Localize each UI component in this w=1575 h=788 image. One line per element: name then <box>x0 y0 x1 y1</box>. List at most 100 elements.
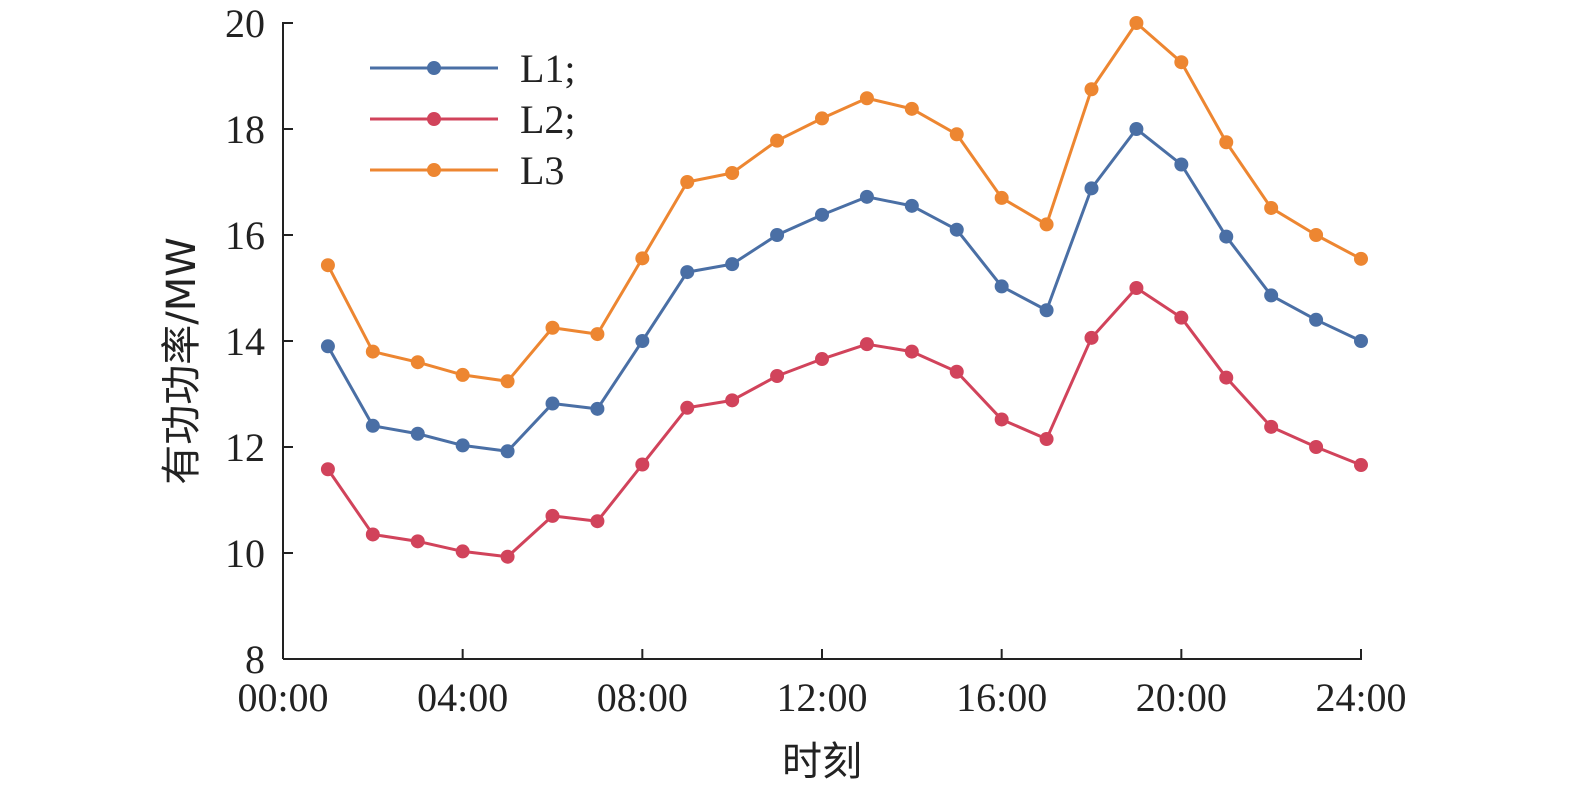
data-point <box>949 222 964 237</box>
series-line <box>326 21 1362 383</box>
legend-label: L1; <box>520 46 576 91</box>
x-axis-title: 时刻 <box>782 739 862 785</box>
series-line <box>326 127 1362 453</box>
data-point <box>320 462 335 477</box>
data-point <box>770 133 785 148</box>
data-point <box>904 344 919 359</box>
data-point <box>1084 330 1099 345</box>
data-point <box>365 418 380 433</box>
data-point <box>815 207 829 222</box>
data-point <box>725 393 740 408</box>
data-point <box>500 374 515 389</box>
data-point <box>1174 310 1189 325</box>
x-tick-label: 16:00 <box>956 675 1047 720</box>
data-point <box>500 444 515 459</box>
data-point <box>1309 312 1324 327</box>
legend-marker <box>427 112 441 126</box>
data-point <box>1129 16 1144 30</box>
data-point <box>904 101 919 116</box>
x-tick-label: 00:00 <box>237 675 328 720</box>
data-point <box>590 514 605 529</box>
y-tick-label: 20 <box>225 1 265 46</box>
data-point <box>904 198 919 213</box>
data-point <box>365 527 380 542</box>
data-point <box>410 426 425 441</box>
data-point <box>859 337 874 352</box>
data-point <box>994 190 1009 205</box>
data-point <box>1354 458 1368 473</box>
data-point <box>680 400 695 415</box>
legend-item: L2; <box>370 97 576 142</box>
data-point <box>770 368 785 383</box>
data-point <box>1219 229 1234 244</box>
data-point <box>635 251 650 266</box>
series-1 <box>320 122 1368 459</box>
data-point <box>635 334 650 348</box>
data-point <box>545 508 560 523</box>
data-point <box>365 344 380 359</box>
data-point <box>1129 281 1144 295</box>
legend-label: L2; <box>520 97 576 142</box>
y-tick-label: 16 <box>225 213 265 258</box>
series-3 <box>320 16 1368 389</box>
data-point <box>320 339 335 354</box>
data-point <box>1264 288 1279 303</box>
data-point <box>859 91 874 106</box>
data-point <box>770 228 785 242</box>
data-point <box>1039 217 1054 232</box>
data-point <box>680 175 695 189</box>
data-point <box>1039 432 1054 447</box>
data-point <box>1174 55 1189 70</box>
y-axis-title: 有功功率/MW <box>159 237 205 485</box>
x-tick-label: 20:00 <box>1136 675 1227 720</box>
data-point <box>545 320 560 335</box>
data-point <box>1219 370 1234 385</box>
data-point <box>1084 82 1099 97</box>
legend-item: L1; <box>370 46 576 91</box>
legend-marker <box>427 61 441 75</box>
legend: L1; L2; L3 <box>370 46 576 193</box>
x-tick-label: 12:00 <box>776 675 867 720</box>
data-point <box>1219 135 1234 150</box>
data-point <box>1264 419 1279 434</box>
data-point <box>1084 181 1099 196</box>
data-point <box>859 189 874 204</box>
y-tick-label: 8 <box>245 637 265 682</box>
data-point <box>455 544 470 559</box>
y-tick-label: 14 <box>225 319 265 364</box>
data-point <box>725 257 740 272</box>
data-point <box>1264 200 1279 215</box>
data-point <box>815 352 829 367</box>
data-point <box>725 165 740 180</box>
data-point <box>635 457 650 472</box>
y-tick-label: 12 <box>225 425 265 470</box>
data-point <box>994 279 1009 294</box>
x-tick-label: 08:00 <box>597 675 688 720</box>
data-point <box>1354 251 1368 266</box>
data-point <box>1354 334 1368 348</box>
legend-marker <box>427 163 441 177</box>
data-point <box>1309 228 1324 242</box>
x-tick-label: 04:00 <box>417 675 508 720</box>
data-point <box>1039 303 1054 318</box>
data-point <box>949 364 964 379</box>
data-point <box>500 549 515 564</box>
x-tick-label: 24:00 <box>1315 675 1406 720</box>
series-2 <box>320 281 1368 564</box>
data-point <box>949 127 964 142</box>
series-layer <box>320 16 1368 564</box>
data-point <box>545 396 560 411</box>
data-point <box>680 265 695 280</box>
data-point <box>1309 440 1324 454</box>
chart-axes: 8 10 12 14 16 18 20 00:00 04:00 08:00 12:00 16:00 20… <box>225 1 1407 720</box>
data-point <box>994 412 1009 427</box>
y-tick-label: 10 <box>225 531 265 576</box>
data-point <box>815 111 829 126</box>
series-line <box>326 286 1362 559</box>
data-point <box>1129 122 1144 136</box>
data-point <box>1174 157 1189 172</box>
data-point <box>410 355 425 370</box>
data-point <box>455 367 470 382</box>
legend-item: L3 <box>370 148 564 193</box>
